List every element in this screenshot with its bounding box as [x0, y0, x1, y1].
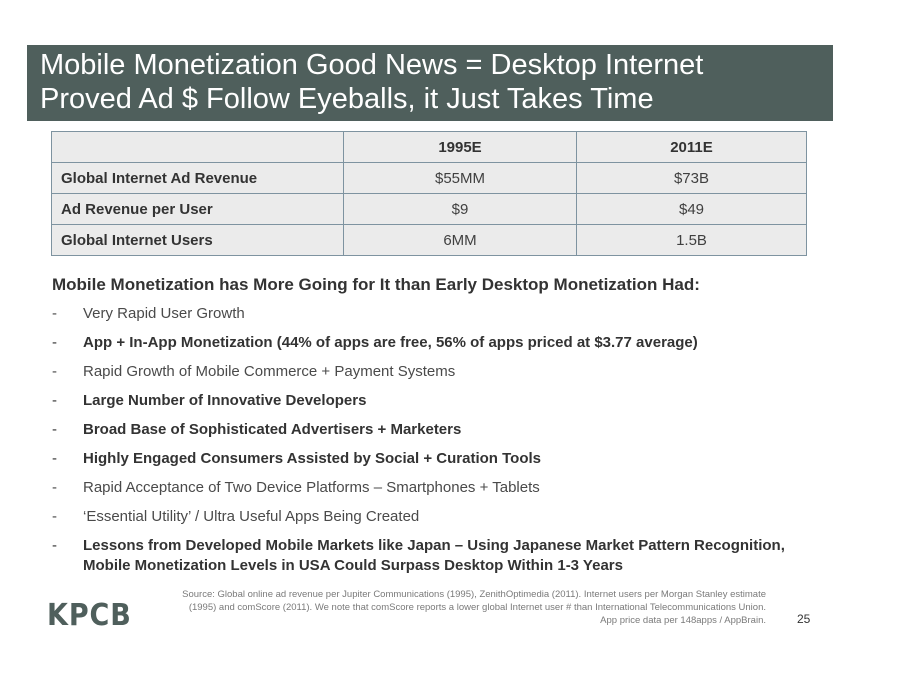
bullet-dash: - — [52, 363, 57, 380]
source-note: Source: Global online ad revenue per Jup… — [130, 588, 766, 627]
title-line-1: Mobile Monetization Good News = Desktop … — [40, 49, 704, 81]
list-item: - Rapid Growth of Mobile Commerce + Paym… — [52, 362, 832, 391]
bullet-text: Lessons from Developed Mobile Markets li… — [83, 537, 785, 574]
bullet-dash: - — [52, 508, 57, 525]
bullet-dash: - — [52, 421, 57, 438]
bullet-text: ‘Essential Utility’ / Ultra Useful Apps … — [83, 508, 420, 525]
title-line-2: Proved Ad $ Follow Eyeballs, it Just Tak… — [40, 83, 654, 115]
table-header-1995: 1995E — [343, 131, 577, 163]
source-line-3: App price data per 148apps / AppBrain. — [600, 615, 766, 626]
bullet-list: - Very Rapid User Growth - App + In-App … — [52, 304, 832, 576]
list-item: - Large Number of Innovative Developers — [52, 391, 832, 420]
cell-value: $9 — [343, 193, 577, 225]
list-item: - App + In-App Monetization (44% of apps… — [52, 333, 832, 362]
bullet-text: Broad Base of Sophisticated Advertisers … — [83, 421, 462, 438]
cell-value: $49 — [576, 193, 807, 225]
bullet-dash: - — [52, 537, 57, 554]
list-item: - Highly Engaged Consumers Assisted by S… — [52, 449, 832, 478]
bullet-text: Rapid Acceptance of Two Device Platforms… — [83, 479, 540, 496]
table-header-row: 1995E 2011E — [51, 131, 807, 163]
table-header-2011: 2011E — [576, 131, 807, 163]
bullet-text: App + In-App Monetization (44% of apps a… — [83, 334, 698, 351]
source-line-2: (1995) and comScore (2011). We note that… — [188, 602, 766, 613]
list-item: - Lessons from Developed Mobile Markets … — [52, 536, 832, 576]
bullet-dash: - — [52, 334, 57, 351]
row-label: Ad Revenue per User — [51, 193, 344, 225]
bullet-dash: - — [52, 479, 57, 496]
bullet-dash: - — [52, 450, 57, 467]
bullet-dash: - — [52, 305, 57, 322]
row-label: Global Internet Users — [51, 224, 344, 256]
page-number: 25 — [797, 612, 811, 626]
list-item: - Rapid Acceptance of Two Device Platfor… — [52, 478, 832, 507]
list-item: - Broad Base of Sophisticated Advertiser… — [52, 420, 832, 449]
table-row: Global Internet Ad Revenue $55MM $73B — [51, 162, 807, 194]
cell-value: 6MM — [343, 224, 577, 256]
list-item: - ‘Essential Utility’ / Ultra Useful App… — [52, 507, 832, 536]
section-heading: Mobile Monetization has More Going for I… — [52, 275, 700, 294]
comparison-table: 1995E 2011E Global Internet Ad Revenue $… — [51, 131, 807, 256]
table-row: Ad Revenue per User $9 $49 — [51, 193, 807, 225]
row-label: Global Internet Ad Revenue — [51, 162, 344, 194]
kpcb-logo: KPCB — [47, 598, 132, 633]
cell-value: $55MM — [343, 162, 577, 194]
table-header-empty — [51, 131, 344, 163]
cell-value: 1.5B — [576, 224, 807, 256]
list-item: - Very Rapid User Growth — [52, 304, 832, 333]
slide-title: Mobile Monetization Good News = Desktop … — [27, 45, 833, 121]
table-row: Global Internet Users 6MM 1.5B — [51, 224, 807, 256]
bullet-text: Rapid Growth of Mobile Commerce + Paymen… — [83, 363, 456, 380]
bullet-text: Highly Engaged Consumers Assisted by Soc… — [83, 450, 542, 467]
cell-value: $73B — [576, 162, 807, 194]
bullet-dash: - — [52, 392, 57, 409]
bullet-text: Large Number of Innovative Developers — [83, 392, 367, 409]
bullet-text: Very Rapid User Growth — [83, 305, 245, 322]
source-line-1: Source: Global online ad revenue per Jup… — [182, 589, 766, 600]
